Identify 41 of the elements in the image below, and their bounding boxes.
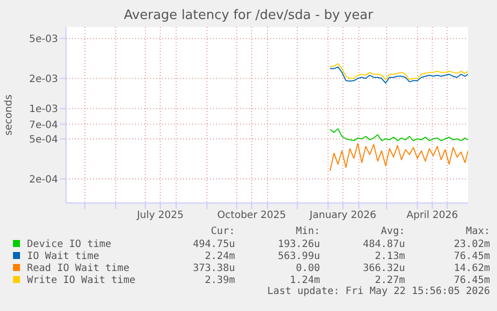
y-tick-label: 5e-04 [29, 134, 58, 146]
y-tick-label: 2e-04 [29, 174, 58, 186]
text: 366.32u [362, 262, 405, 274]
line-series [330, 63, 468, 80]
text: Avg: [380, 226, 405, 238]
legend-label: IO Wait time [27, 250, 100, 262]
x-tick-label: January 2026 [308, 210, 376, 222]
text: 373.38u [192, 262, 235, 274]
text: 76.45m [452, 274, 490, 286]
chart-title: Average latency for /dev/sda - by year [122, 8, 374, 23]
y-tick-label: 1e-03 [29, 104, 58, 116]
y-tick-label: 5e-03 [29, 34, 58, 45]
text: 2.13m [374, 250, 405, 262]
legend-label: Device IO time [27, 238, 112, 250]
x-tick-label: July 2025 [136, 210, 184, 222]
text: 14.62m [452, 262, 490, 274]
text: 2.24m [204, 250, 235, 262]
y-axis-title: seconds [4, 94, 15, 136]
legend-label: Read IO Wait time [27, 262, 130, 274]
x-tick-label: April 2026 [406, 210, 458, 222]
text: 193.26u [276, 238, 320, 250]
text: 484.87u [362, 238, 405, 250]
line-series [330, 66, 468, 84]
text: Max: [464, 226, 490, 238]
text: Cur: [210, 226, 235, 238]
text: 2.39m [204, 274, 235, 286]
text: 2.27m [374, 274, 405, 286]
line-series [330, 128, 468, 142]
text: Min: [294, 226, 320, 238]
y-tick-label: 2e-03 [29, 74, 58, 85]
text: 494.75u [192, 238, 235, 250]
line-series [330, 142, 468, 172]
legend-label: Write IO Wait time [27, 274, 136, 286]
text: Last update: Fri May 22 15:56:05 2026 [266, 286, 490, 298]
text: 76.45m [452, 250, 490, 262]
text: 1.24m [288, 274, 320, 286]
text: 0.00 [294, 262, 320, 274]
text: 563.99u [276, 250, 320, 262]
x-tick-label: October 2025 [217, 210, 286, 222]
y-tick-label: 7e-04 [29, 120, 58, 131]
text: 23.02m [452, 238, 490, 250]
